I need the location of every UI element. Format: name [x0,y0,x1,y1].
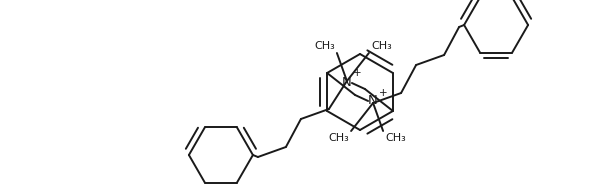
Text: +: + [353,68,361,78]
Text: CH₃: CH₃ [314,41,335,51]
Text: +: + [379,88,388,98]
Text: CH₃: CH₃ [328,133,349,143]
Text: CH₃: CH₃ [385,133,406,143]
Text: N: N [368,95,378,107]
Text: N: N [342,77,352,90]
Text: CH₃: CH₃ [371,41,392,51]
